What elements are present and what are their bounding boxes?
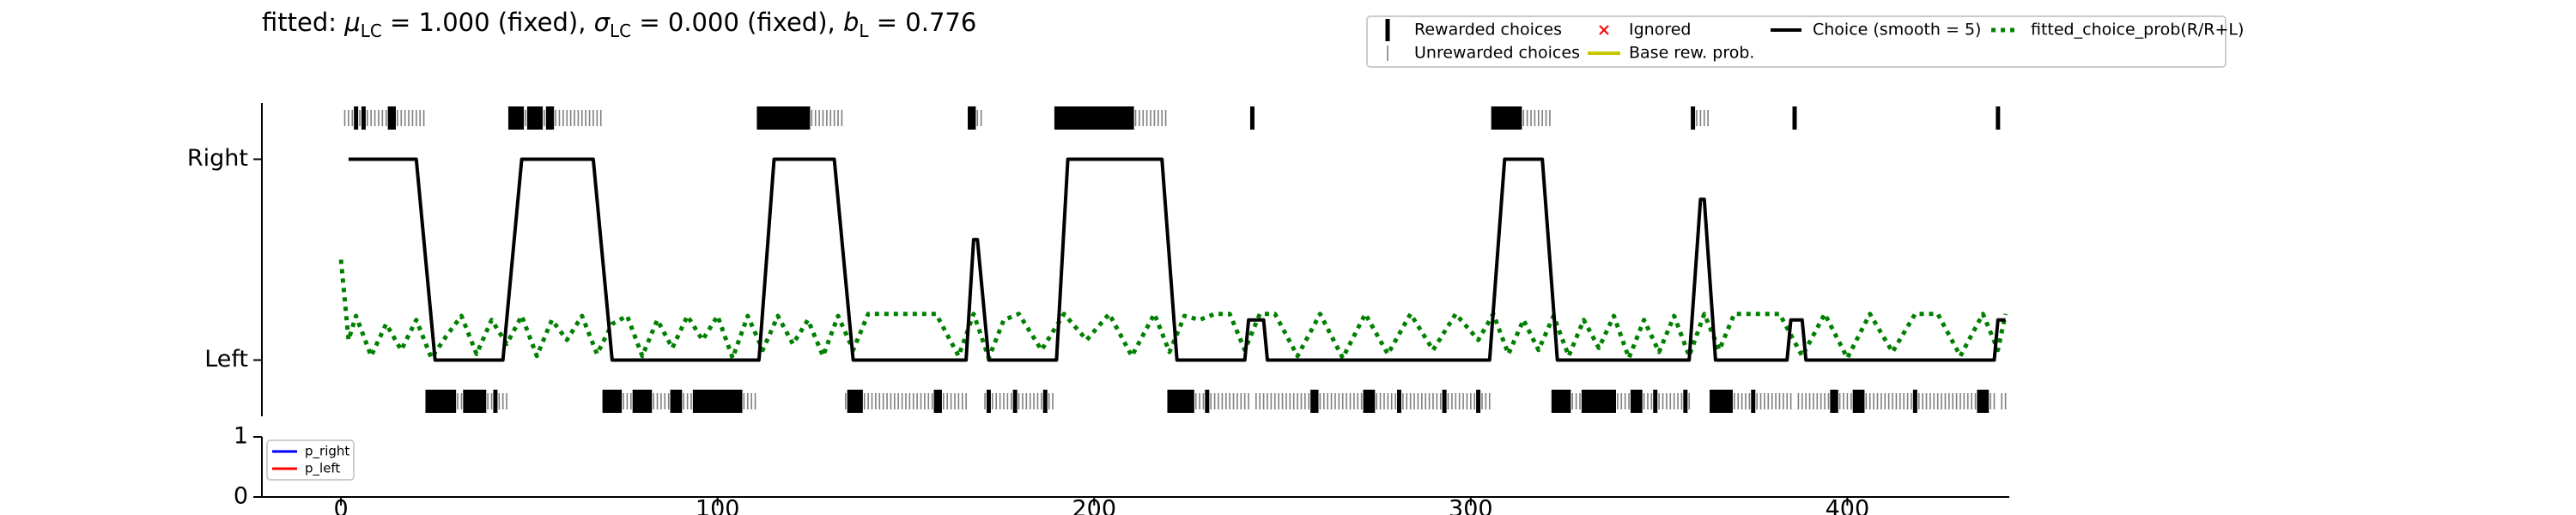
y-tick-label: 0: [234, 483, 248, 510]
legend-marker: [1599, 25, 1609, 35]
y-tick-label: Left: [204, 346, 248, 373]
title-part: L: [859, 21, 869, 41]
title-part: = 0.776: [869, 8, 977, 37]
legend-label: p_right: [305, 444, 349, 460]
x-tick-label: 300: [1449, 496, 1493, 515]
fitted-prob-line: [338, 259, 2008, 360]
choice-line: [348, 157, 2006, 362]
legend-label: Choice (smooth = 5): [1813, 21, 1981, 39]
legend-label: Unrewarded choices: [1414, 44, 1580, 63]
legend-label: Base rew. prob.: [1629, 44, 1754, 63]
y-tick-label: Right: [187, 145, 248, 172]
y-tick-label: 1: [234, 423, 248, 450]
legend-label: fitted_choice_prob(R/R+L): [2031, 21, 2244, 39]
x-tick-label: 100: [696, 496, 740, 515]
title-part: b: [843, 8, 859, 37]
title-part: fitted:: [262, 8, 344, 37]
chart-title: fitted: μLC = 1.000 (fixed), σLC = 0.000…: [262, 8, 976, 41]
x-tick-label: 400: [1826, 496, 1870, 515]
x-tick-label: 0: [334, 496, 349, 515]
title-part: σ: [594, 8, 611, 37]
title-part: = 1.000 (fixed),: [382, 8, 594, 37]
legend-label: p_left: [305, 461, 340, 477]
title-part: = 0.000 (fixed),: [631, 8, 843, 37]
title-part: LC: [610, 21, 631, 41]
title-part: LC: [361, 21, 382, 41]
title-part: μ: [343, 8, 360, 37]
legend-label: Ignored: [1629, 21, 1691, 39]
x-tick-label: 200: [1072, 496, 1116, 515]
legend-label: Rewarded choices: [1414, 21, 1562, 39]
